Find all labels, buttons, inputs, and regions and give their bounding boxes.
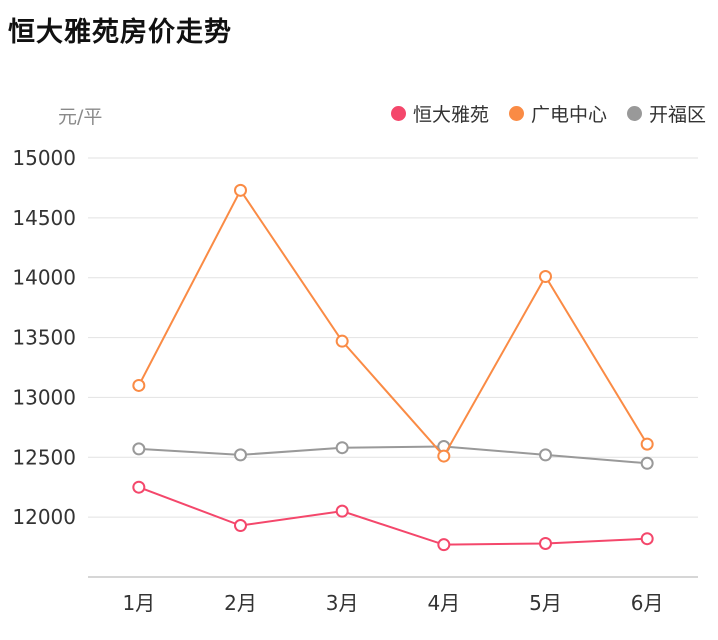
data-point-marker-1-0: [132, 378, 146, 392]
y-tick-label: 13000: [12, 385, 76, 409]
legend-label: 开福区: [648, 104, 706, 126]
chart-legend: 恒大雅苑 广电中心 开福区: [390, 100, 706, 127]
x-tick-label: 2月: [224, 591, 257, 615]
legend-item-1[interactable]: 广电中心: [508, 100, 607, 127]
data-point-marker-1-2: [335, 334, 349, 348]
series-line-1: [137, 188, 649, 458]
legend-dot: [390, 106, 406, 121]
chart-header: 元/平 恒大雅苑 广电中心 开福区: [0, 100, 718, 128]
legend-dot: [508, 106, 524, 121]
legend-item-0[interactable]: 恒大雅苑: [390, 100, 489, 127]
data-point-marker-2-0: [132, 442, 146, 456]
data-point-marker-2-2: [335, 441, 349, 455]
y-tick-label: 12500: [12, 445, 76, 469]
data-point-marker-0-2: [335, 504, 349, 518]
legend-item-2[interactable]: 开福区: [626, 100, 706, 127]
data-point-marker-2-4: [539, 448, 552, 462]
x-tick-label: 3月: [326, 591, 359, 615]
x-tick-label: 5月: [529, 591, 562, 615]
data-point-marker-1-5: [640, 437, 654, 451]
data-point-marker-2-5: [640, 456, 654, 470]
y-tick-label: 15000: [12, 146, 76, 170]
data-point-marker-0-3: [437, 538, 451, 552]
data-point-marker-0-0: [132, 480, 146, 494]
y-axis-unit-label: 元/平: [58, 106, 103, 128]
x-tick-label: 4月: [427, 591, 460, 615]
data-point-marker-2-1: [234, 448, 247, 462]
y-tick-label: 13500: [12, 326, 76, 350]
line-chart: 12000 12500 13000 13500 14000 14500 15000 1月 2月 3…: [12, 146, 698, 615]
data-point-marker-0-5: [640, 532, 654, 546]
chart-title: 恒大雅苑房价走势: [8, 17, 232, 48]
data-point-marker-0-4: [539, 536, 552, 550]
series-line-2: [138, 445, 648, 465]
y-tick-label: 14000: [12, 266, 76, 290]
data-point-marker-0-1: [234, 519, 247, 533]
legend-label: 广电中心: [530, 104, 607, 126]
data-point-marker-1-3: [437, 449, 451, 463]
data-point-marker-1-1: [234, 183, 247, 197]
x-tick-label: 6月: [631, 591, 664, 615]
x-tick-label: 1月: [122, 591, 155, 615]
y-tick-label: 14500: [12, 206, 76, 230]
y-tick-label: 12000: [12, 505, 76, 529]
data-point-marker-1-4: [539, 270, 552, 284]
legend-dot: [626, 106, 642, 121]
legend-label: 恒大雅苑: [412, 104, 489, 126]
series-line-0: [138, 486, 648, 546]
